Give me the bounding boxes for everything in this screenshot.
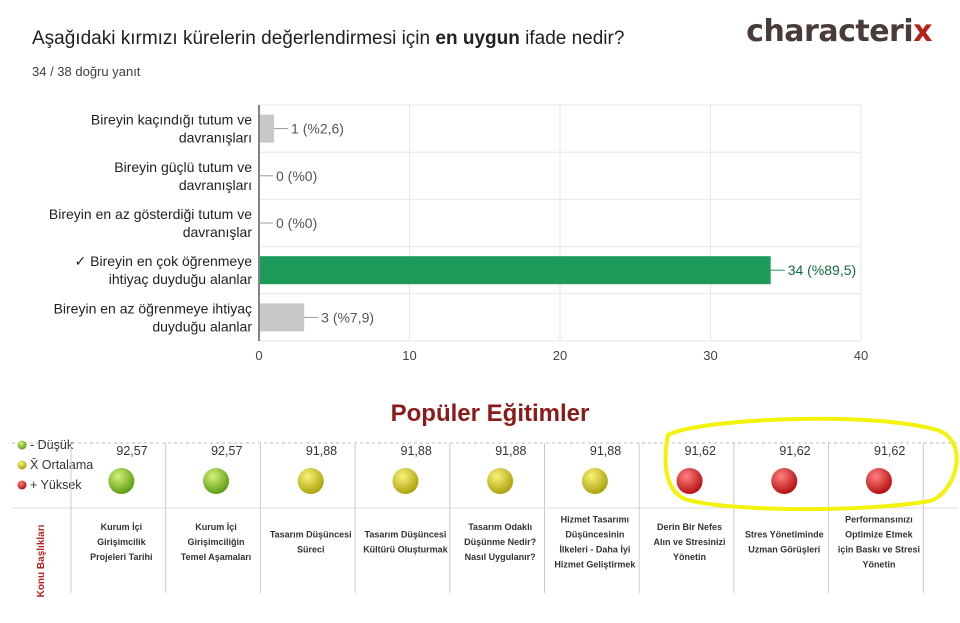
bar-chart: 0 10 20 30 40 Bireyin kaçındığı tutum ve davra…	[49, 104, 868, 363]
training-title-line: Düşüncesinin	[565, 530, 624, 540]
popular-title: Popüler Eğitimler	[390, 400, 590, 427]
training-title-line: Kültürü Oluşturmak	[363, 545, 449, 555]
bar	[260, 256, 771, 285]
training-title-line: Stres Yönetiminde	[745, 530, 824, 540]
y-tick-label: Bireyin en az gösterdiği tutum ve	[49, 206, 252, 222]
score-label: 92,57	[211, 444, 242, 458]
legend-marker	[17, 480, 27, 490]
question-prefix: Aşağıdaki kırmızı kürelerin değerlendirm…	[32, 28, 436, 49]
y-tick-label: Bireyin en az öğrenmeye ihtiyaç	[54, 300, 252, 316]
x-tick-label: 10	[402, 348, 416, 363]
training-title-line: Uzman Görüşleri	[748, 545, 820, 555]
training-title-line: Derin Bir Nefes	[657, 522, 722, 532]
training-title-line: Kurum İçi	[101, 522, 143, 532]
score-label: 91,62	[779, 444, 810, 458]
training-title-line: Alın ve Stresinizi	[654, 537, 726, 547]
x-tick-label: 40	[854, 348, 868, 363]
training-title-line: Yönetin	[862, 560, 895, 570]
score-label: 91,88	[590, 444, 621, 458]
score-label: 91,88	[495, 444, 526, 458]
question-suffix: ifade nedir?	[519, 28, 625, 49]
score-sphere	[203, 468, 230, 494]
bar	[260, 114, 275, 143]
data-label: 0 (%0)	[276, 168, 317, 184]
score-label: 91,88	[401, 444, 432, 458]
training-title-line: İlkeleri - Daha İyi	[559, 545, 630, 555]
training-title-line: Nasıl Uygulanır?	[465, 552, 536, 562]
training-title-line: için Baskı ve Stresi	[838, 545, 920, 555]
training-title-line: Süreci	[297, 545, 325, 555]
legend-label: + Yüksek	[30, 478, 82, 492]
score-sphere	[392, 468, 419, 494]
score-label: 91,62	[874, 444, 905, 458]
data-label: 3 (%7,9)	[321, 309, 374, 325]
logo-main: characteri	[746, 14, 914, 49]
training-title-line: Temel Aşamaları	[181, 552, 252, 562]
score-sphere	[771, 468, 798, 494]
score-sphere	[865, 468, 892, 494]
y-tick-label: davranışları	[179, 177, 252, 193]
legend-label: - Düşük	[30, 438, 74, 452]
popular-panel: - Düşük X̄ Ortalama + Yüksek Konu Başlıklar…	[12, 416, 959, 597]
y-tick-label: Bireyin güçlü tutum ve	[114, 159, 252, 175]
logo-accent: x	[913, 14, 932, 49]
score-sphere	[297, 468, 324, 494]
data-label: 0 (%0)	[276, 215, 317, 231]
training-title-line: Optimize Etmek	[845, 530, 914, 540]
data-label: 34 (%89,5)	[788, 262, 856, 278]
training-title-line: Girişimciliğin	[188, 537, 245, 547]
training-title-line: Kurum İçi	[195, 522, 237, 532]
y-tick-label: davranışlar	[183, 224, 253, 240]
answer-count: 34 / 38 doğru yanıt	[32, 64, 141, 79]
y-tick-label: ihtiyaç duyduğu alanlar	[109, 271, 253, 287]
x-tick-label: 20	[553, 348, 567, 363]
score-label: 91,88	[306, 444, 337, 458]
y-tick-label: duyduğu alanlar	[152, 318, 252, 334]
score-sphere	[108, 468, 135, 494]
training-title-line: Girişimcilik	[97, 537, 147, 547]
training-title-line: Yönetin	[673, 552, 706, 562]
score-sphere	[487, 468, 514, 494]
training-title-line: Projeleri Tarihi	[90, 552, 152, 562]
y-tick-label: Bireyin kaçındığı tutum ve	[91, 112, 252, 128]
question-text: Aşağıdaki kırmızı kürelerin değerlendirm…	[32, 28, 624, 50]
score-sphere	[676, 468, 703, 494]
y-tick-label: ✓ Bireyin en çok öğrenmeye	[75, 253, 253, 269]
training-title-line: Hizmet Tasarımı	[561, 515, 629, 525]
bar	[260, 303, 305, 332]
data-label: 1 (%2,6)	[291, 121, 344, 137]
training-title-line: Tasarım Odaklı	[468, 522, 532, 532]
x-tick-label: 30	[703, 348, 717, 363]
score-label: 91,62	[685, 444, 716, 458]
training-title-line: Performansınızı	[845, 515, 913, 525]
training-title-line: Tasarım Düşüncesi	[270, 530, 352, 540]
question-bold: en uygun	[435, 28, 520, 49]
training-title-line: Tasarım Düşüncesi	[365, 530, 447, 540]
score-sphere	[581, 468, 608, 494]
y-tick-label: davranışları	[179, 130, 252, 146]
highlight-circle	[663, 416, 959, 512]
legend-marker	[17, 440, 27, 450]
legend-marker	[17, 460, 27, 470]
characterix-logo: characterix	[746, 14, 932, 49]
x-tick-label: 0	[255, 348, 262, 363]
legend-label: X̄ Ortalama	[30, 458, 93, 472]
row-header-label: Konu Başlıkları	[36, 524, 47, 597]
score-label: 92,57	[116, 444, 147, 458]
training-title-line: Hizmet Geliştirmek	[554, 560, 636, 570]
training-title-line: Düşünme Nedir?	[464, 537, 536, 547]
